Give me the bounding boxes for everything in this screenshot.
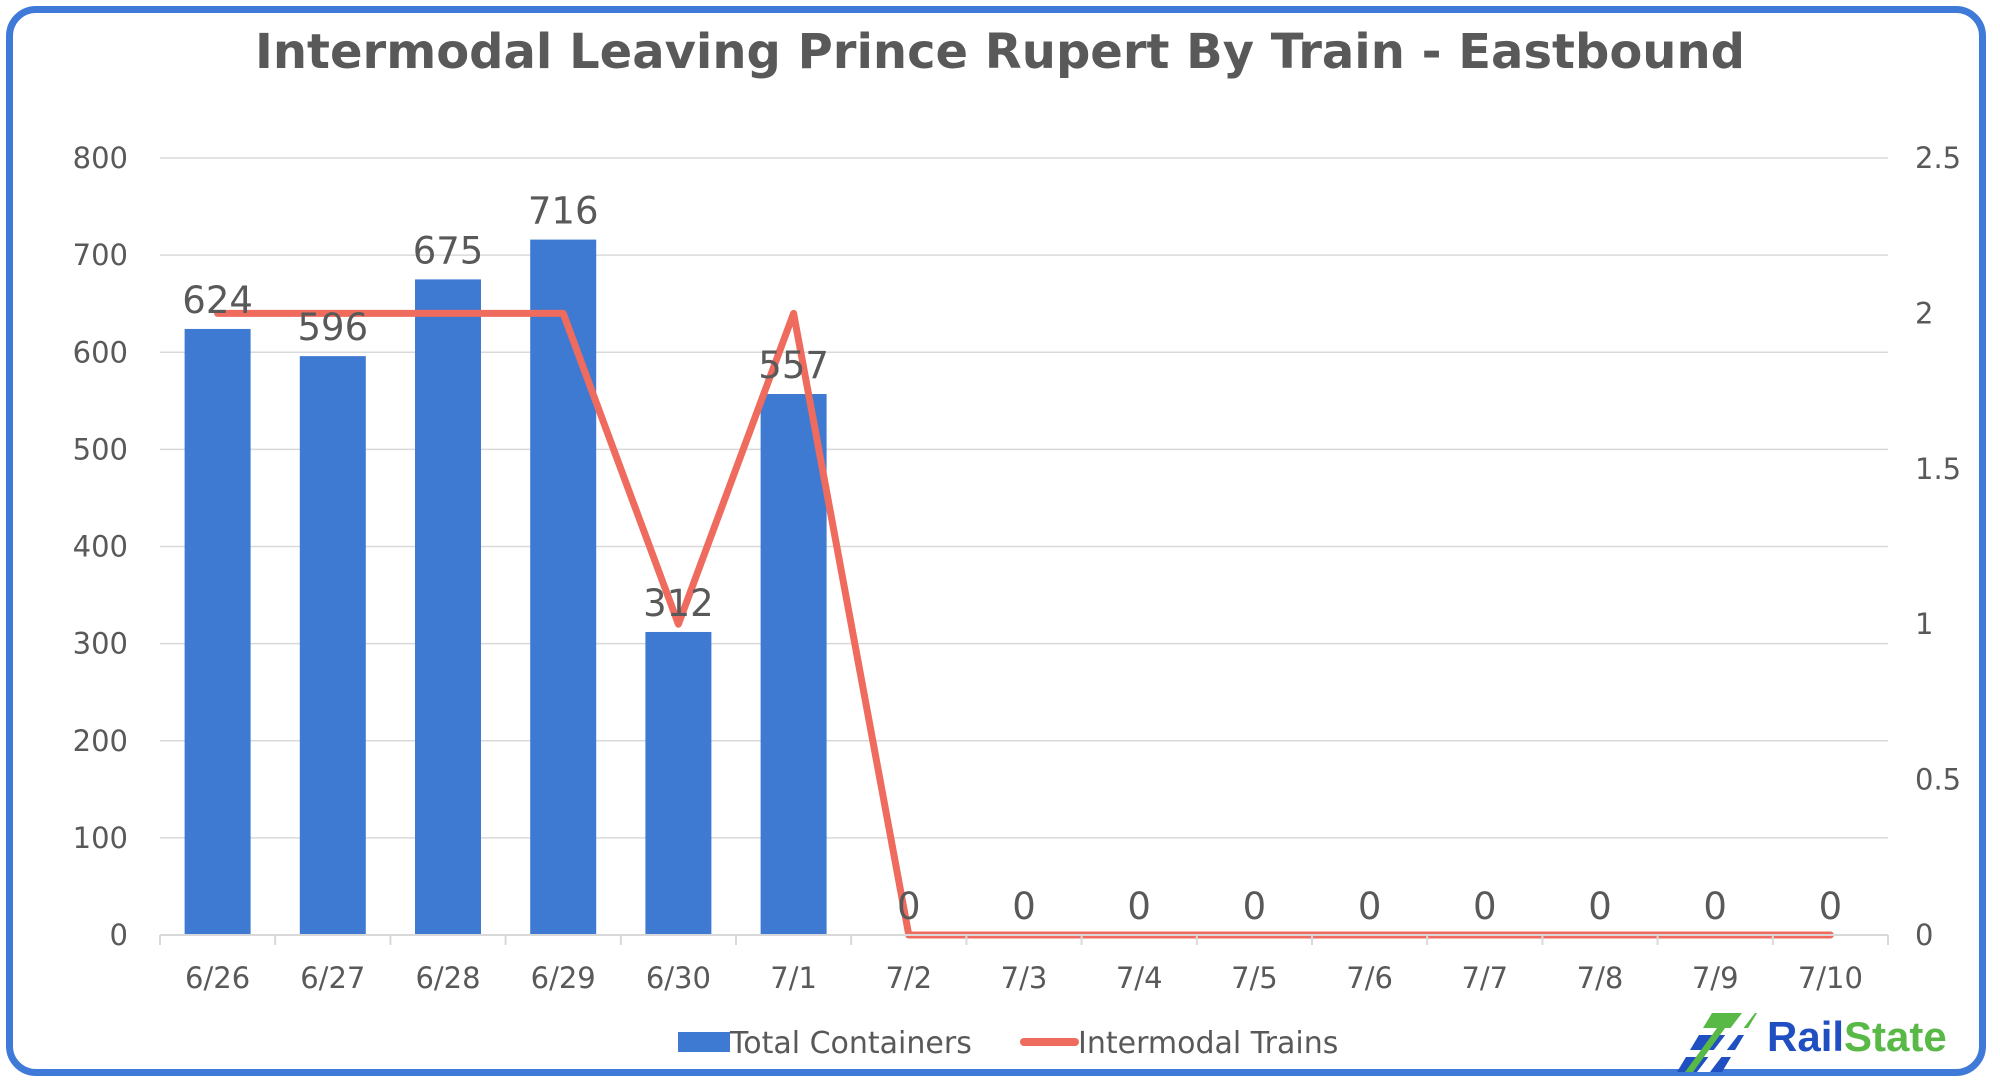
y-left-tick-label: 0 xyxy=(110,918,128,952)
data-label: 0 xyxy=(1703,885,1727,928)
y-right-tick-label: 1 xyxy=(1915,607,1933,641)
railstate-logo-icon xyxy=(1677,1013,1757,1072)
data-label: 716 xyxy=(528,190,599,233)
y-right-tick-label: 0 xyxy=(1915,918,1933,952)
axes: 0 100 200 300 400 500 600 700 800 0 0.5 1 1.5 2 2.5 6/2… xyxy=(73,141,1961,995)
bar xyxy=(415,279,481,935)
x-tick-label: 7/3 xyxy=(1001,961,1048,995)
x-tick-label: 7/9 xyxy=(1692,961,1739,995)
y-left-tick-label: 200 xyxy=(73,724,128,758)
y-left-tick-label: 500 xyxy=(73,432,128,466)
x-tick-label: 6/26 xyxy=(185,961,250,995)
data-label: 312 xyxy=(643,582,714,625)
data-labels: 624 596 675 716 312 557 0 0 0 0 0 0 0 0 0 xyxy=(182,190,1842,928)
bar xyxy=(645,631,712,935)
x-tick-label: 6/30 xyxy=(646,961,711,995)
data-label: 675 xyxy=(413,229,484,272)
bar xyxy=(184,328,251,935)
data-label: 0 xyxy=(1473,885,1497,928)
x-tick-label: 7/2 xyxy=(885,961,932,995)
y-left-tick-label: 600 xyxy=(73,335,128,369)
y-left-tick-label: 100 xyxy=(73,821,128,855)
x-tick-label: 6/29 xyxy=(531,961,596,995)
bar xyxy=(760,394,827,935)
x-tick-label: 7/7 xyxy=(1461,961,1508,995)
y-right-tick-label: 0.5 xyxy=(1915,763,1961,797)
railstate-logo: RailState xyxy=(1677,1013,1947,1072)
x-tick-label: 7/1 xyxy=(770,961,817,995)
legend-label-total-containers: Total Containers xyxy=(729,1026,972,1061)
bar xyxy=(530,239,597,935)
x-tick-label: 7/10 xyxy=(1798,961,1863,995)
y-left-tick-label: 700 xyxy=(73,238,128,272)
bar xyxy=(299,356,366,935)
x-tick-label: 7/4 xyxy=(1116,961,1163,995)
x-tick-label: 7/5 xyxy=(1231,961,1278,995)
data-label: 596 xyxy=(297,306,368,349)
y-left-tick-label: 800 xyxy=(73,141,128,175)
y-left-tick-label: 400 xyxy=(73,530,128,564)
data-label: 0 xyxy=(897,885,921,928)
y-right-tick-label: 2.5 xyxy=(1915,141,1961,175)
x-tick-label: 6/28 xyxy=(415,961,480,995)
data-label: 557 xyxy=(758,344,829,387)
data-label: 0 xyxy=(1588,885,1612,928)
x-tick-label: 6/27 xyxy=(300,961,365,995)
data-label: 0 xyxy=(1127,885,1151,928)
data-label: 0 xyxy=(1012,885,1036,928)
legend: Total Containers Intermodal Trains xyxy=(678,1026,1338,1061)
railstate-logo-text: RailState xyxy=(1767,1013,1947,1060)
data-label: 0 xyxy=(1358,885,1382,928)
y-right-tick-label: 1.5 xyxy=(1915,452,1961,486)
bar-series xyxy=(184,239,827,935)
legend-label-intermodal-trains: Intermodal Trains xyxy=(1078,1026,1338,1061)
x-tick-label: 7/6 xyxy=(1346,961,1393,995)
data-label: 0 xyxy=(1243,885,1267,928)
x-tick-label: 7/8 xyxy=(1577,961,1624,995)
legend-swatch-total-containers xyxy=(678,1032,730,1052)
chart-title: Intermodal Leaving Prince Rupert By Trai… xyxy=(255,24,1745,80)
data-label: 624 xyxy=(182,279,253,322)
y-left-tick-label: 300 xyxy=(73,627,128,661)
y-right-tick-label: 2 xyxy=(1915,296,1933,330)
data-label: 0 xyxy=(1819,885,1843,928)
